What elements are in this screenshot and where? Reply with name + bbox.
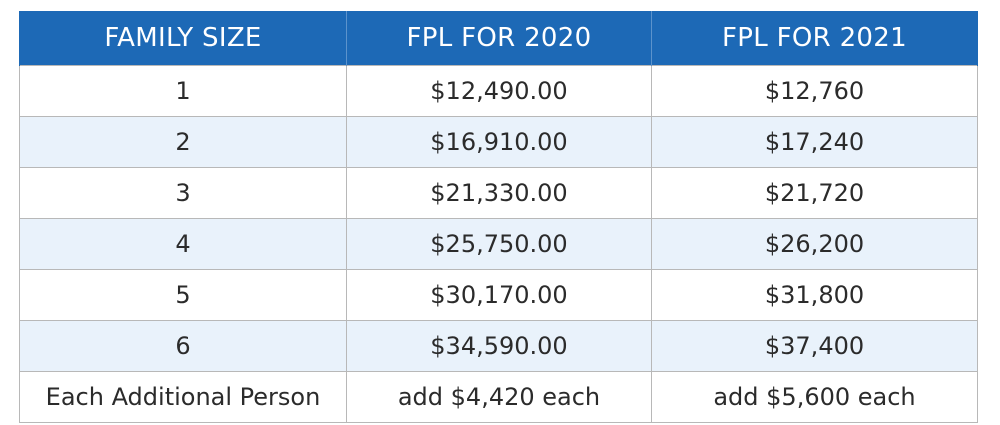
header-fpl-2021: FPL FOR 2021	[651, 11, 978, 66]
fpl-2020-cell: $21,330.00	[346, 167, 652, 219]
fpl-2021-cell: add $5,600 each	[651, 371, 978, 423]
table-row: 2 $16,910.00 $17,240	[19, 116, 978, 168]
fpl-2021-cell: $31,800	[651, 269, 978, 321]
header-fpl-2020: FPL FOR 2020	[346, 11, 652, 66]
table-row: 1 $12,490.00 $12,760	[19, 65, 978, 117]
fpl-table: FAMILY SIZE FPL FOR 2020 FPL FOR 2021 1 …	[19, 11, 978, 423]
table-row: 3 $21,330.00 $21,720	[19, 167, 978, 219]
family-size-cell: 1	[19, 65, 347, 117]
fpl-2020-cell: $16,910.00	[346, 116, 652, 168]
fpl-2020-cell: $12,490.00	[346, 65, 652, 117]
fpl-2021-cell: $21,720	[651, 167, 978, 219]
header-family-size: FAMILY SIZE	[19, 11, 347, 66]
header-row: FAMILY SIZE FPL FOR 2020 FPL FOR 2021	[19, 11, 978, 66]
family-size-cell: 4	[19, 218, 347, 270]
fpl-2020-cell: $25,750.00	[346, 218, 652, 270]
fpl-2021-cell: $26,200	[651, 218, 978, 270]
fpl-2021-cell: $17,240	[651, 116, 978, 168]
table-row-additional-person: Each Additional Person add $4,420 each a…	[19, 371, 978, 423]
table-row: 5 $30,170.00 $31,800	[19, 269, 978, 321]
fpl-2021-cell: $37,400	[651, 320, 978, 372]
fpl-2020-cell: $34,590.00	[346, 320, 652, 372]
family-size-cell: 2	[19, 116, 347, 168]
family-size-cell: 6	[19, 320, 347, 372]
table-row: 6 $34,590.00 $37,400	[19, 320, 978, 372]
family-size-cell: 5	[19, 269, 347, 321]
family-size-cell: 3	[19, 167, 347, 219]
table-row: 4 $25,750.00 $26,200	[19, 218, 978, 270]
fpl-2020-cell: $30,170.00	[346, 269, 652, 321]
fpl-2021-cell: $12,760	[651, 65, 978, 117]
family-size-cell: Each Additional Person	[19, 371, 347, 423]
fpl-2020-cell: add $4,420 each	[346, 371, 652, 423]
